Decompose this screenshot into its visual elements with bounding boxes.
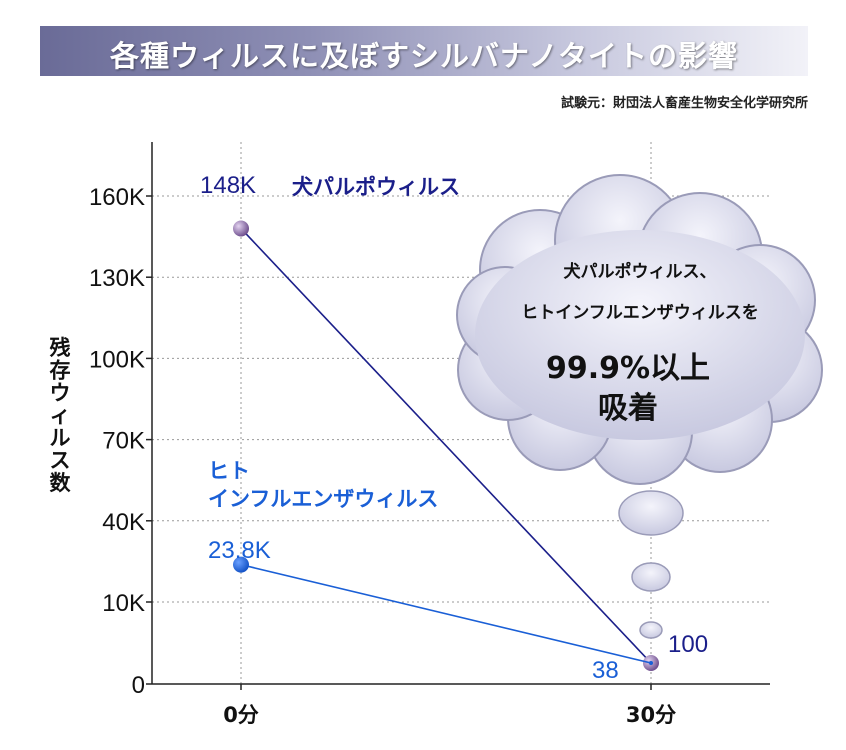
value-label-parvo-0: 148K <box>200 172 256 199</box>
y-axis-label-char-4: ル <box>50 426 71 450</box>
series-name-influenza-line-1: ヒト <box>208 459 250 483</box>
cloud-highlight-adsorb: 吸着 <box>598 391 658 426</box>
thought-bubble-medium <box>631 562 671 592</box>
x-tick-label-1: 30分 <box>626 703 676 727</box>
test-source-label: 試験元：財団法人畜産生物安全化学研究所 <box>560 96 808 111</box>
series-name-canine-parvovirus: 犬パルポウィルス <box>292 175 460 199</box>
y-axis-label-char-5: ス <box>50 449 71 473</box>
thought-bubble-small <box>639 621 663 639</box>
value-label-parvo-30: 100 <box>668 631 708 658</box>
thought-cloud <box>456 174 823 485</box>
series-line-0 <box>240 227 652 664</box>
series-1-point-1 <box>649 661 653 665</box>
value-label-flu-30: 38 <box>592 657 619 684</box>
cloud-highlight-percent: 99.9%以上 <box>546 351 710 386</box>
y-tick-label-0: 0 <box>132 672 145 699</box>
series-1-point-0 <box>233 556 249 573</box>
y-tick-label-6: 160K <box>89 184 145 211</box>
thought-bubble-large <box>618 490 684 536</box>
cloud-text-line-1: 犬パルポウィルス、 <box>564 261 717 282</box>
y-axis-label-char-0: 残 <box>50 336 71 360</box>
y-tick-label-5: 130K <box>89 265 145 292</box>
series-name-influenza-line-2: インフルエンザウィルス <box>208 487 438 511</box>
y-tick-label-4: 100K <box>89 346 145 373</box>
x-tick-label-0: 0分 <box>223 703 259 727</box>
y-axis-label-char-3: ィ <box>50 404 71 428</box>
y-tick-label-1: 10K <box>102 590 145 617</box>
chart-title: 各種ウィルスに及ぼすシルバナノタイトの影響 <box>110 39 738 73</box>
y-axis-label-char-6: 数 <box>50 471 72 495</box>
value-label-flu-0: 23.8K <box>208 537 271 564</box>
title-banner: 各種ウィルスに及ぼすシルバナノタイトの影響 <box>40 26 808 76</box>
y-tick-label-2: 40K <box>102 509 145 536</box>
y-tick-label-3: 70K <box>102 428 145 455</box>
y-axis-label-char-1: 存 <box>50 359 71 383</box>
series-line-1 <box>240 563 652 664</box>
cloud-text-line-2: ヒトインフルエンザウィルスを <box>521 303 759 323</box>
series-0-point-0 <box>233 220 249 237</box>
y-axis-label-char-2: ウ <box>50 381 71 405</box>
